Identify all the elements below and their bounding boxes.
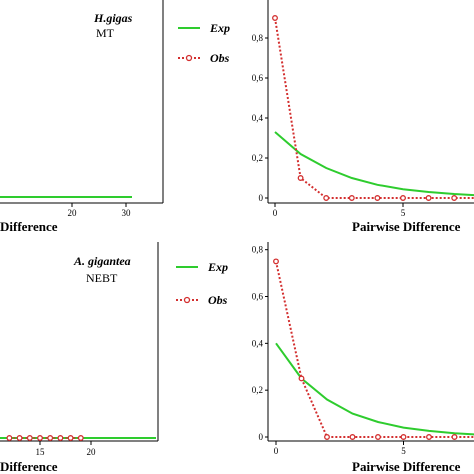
x-tick-label: 0	[274, 446, 279, 456]
y-tick-label: 0,2	[252, 153, 263, 163]
series-obs-point	[324, 434, 330, 440]
series-obs-point	[57, 435, 64, 441]
species-label: H.gigas	[93, 11, 133, 25]
series-obs-point	[26, 435, 33, 441]
x-axis-label: Difference	[0, 219, 58, 234]
series-obs-point	[67, 435, 74, 441]
y-tick-label: 0,8	[252, 33, 264, 43]
series-obs-point	[348, 195, 355, 201]
series-obs-point	[47, 435, 54, 441]
panel-bottom-right: 00,20,40,60,8 051015 Pairwise Difference…	[176, 242, 474, 474]
series-obs-line	[275, 261, 474, 438]
series-obs-point	[37, 435, 43, 441]
x-tick-label: 20	[68, 208, 78, 218]
x-tick-label: 15	[36, 447, 46, 457]
series-obs-point	[400, 434, 407, 440]
y-tick-label: 0,4	[252, 113, 264, 123]
species-label: A. gigantea	[73, 254, 131, 268]
series-obs-point	[323, 195, 330, 201]
x-tick-label: 20	[87, 447, 97, 457]
series-obs-point	[426, 434, 432, 440]
panel-bottom-left: 15 20 Difference A. gigantea NEBT	[0, 242, 159, 474]
x-tick-label: 0	[273, 208, 278, 218]
series-obs-line	[274, 17, 474, 199]
series-obs-point	[273, 258, 279, 265]
x-axis-label: Pairwise Difference	[352, 219, 461, 234]
series-obs-point	[16, 435, 23, 441]
y-tick-label: 0,6	[252, 73, 264, 83]
legend-exp-label: Exp	[209, 21, 230, 35]
y-tick-label: 0,2	[252, 385, 263, 395]
legend-exp-label: Exp	[207, 260, 228, 274]
y-tick-label: 0	[259, 432, 264, 442]
series-obs-point	[400, 195, 406, 201]
series-obs-point	[375, 434, 381, 440]
legend-obs-label: Obs	[208, 293, 228, 307]
y-tick-label: 0,4	[252, 338, 264, 348]
legend-obs-marker	[185, 54, 193, 62]
y-tick-label: 0,6	[252, 292, 264, 302]
x-tick-label: 30	[122, 208, 132, 218]
series-exp-line	[275, 342, 474, 436]
series-obs-point	[425, 195, 432, 201]
series-obs-point	[77, 435, 84, 441]
series-obs-point	[272, 15, 278, 21]
x-tick-label: 5	[401, 446, 406, 456]
x-tick-label: 5	[401, 208, 406, 218]
gene-label: NEBT	[86, 271, 118, 285]
panel-top-right: 00,20,40,60,8 051015 Pairwise Difference…	[178, 0, 474, 234]
series-obs-point	[6, 435, 13, 441]
series-obs-point	[451, 434, 458, 440]
series-obs-point	[349, 434, 356, 440]
legend-obs-label: Obs	[210, 51, 230, 65]
y-tick-label: 0,8	[252, 245, 264, 255]
gene-label: MT	[96, 26, 115, 40]
x-axis-label: Difference	[0, 459, 58, 474]
panel-top-left: 20 30 Difference H.gigas MT	[0, 0, 164, 234]
series-obs-point	[298, 375, 305, 382]
series-exp-line	[274, 131, 474, 197]
y-tick-label: 0	[259, 193, 264, 203]
series-obs-point	[374, 195, 381, 201]
x-axis-label: Pairwise Difference	[352, 459, 461, 474]
series-obs-point	[297, 175, 304, 181]
series-obs-point	[451, 195, 458, 201]
legend-obs-marker	[183, 296, 191, 304]
